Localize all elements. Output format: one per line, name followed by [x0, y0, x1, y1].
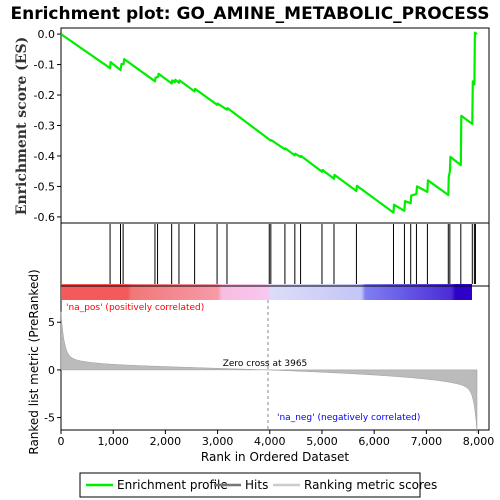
rank-y-tick-label: 5 [48, 316, 55, 329]
x-tick-label: 5,000 [306, 435, 338, 448]
es-y-tick-label: -0.6 [34, 211, 55, 224]
rank-y-tick-label: -5 [44, 412, 55, 425]
ranking-y-axis-title: Ranked list metric (PreRanked) [27, 269, 41, 454]
chart-title: Enrichment plot: GO_AMINE_METABOLIC_PROC… [11, 4, 490, 24]
rank-y-tick-label: 0 [48, 364, 55, 377]
es-y-tick-label: -0.1 [34, 59, 55, 72]
es-y-ticks: 0.0 -0.1 -0.2 -0.3 -0.4 -0.5 -0.6 [34, 28, 61, 224]
x-tick-label: 6,000 [358, 435, 390, 448]
zero-cross-label: Zero cross at 3965 [223, 359, 308, 369]
pos-correlated-label: 'na_pos' (positively correlated) [66, 303, 204, 313]
legend-enrichment-label: Enrichment profile [117, 478, 228, 492]
x-tick-label: 1,000 [97, 435, 129, 448]
x-axis-title: Rank in Ordered Dataset [201, 450, 349, 464]
x-tick-label: 0 [58, 435, 65, 448]
es-y-tick-label: -0.5 [34, 180, 55, 193]
x-tick-label: 4,000 [254, 435, 286, 448]
es-y-tick-label: -0.3 [34, 120, 55, 133]
neg-correlated-label: 'na_neg' (negatively correlated) [277, 413, 420, 423]
x-tick-label: 8,000 [463, 435, 495, 448]
x-tick-label: 3,000 [202, 435, 234, 448]
rank-y-ticks: 5 0 -5 [44, 316, 61, 424]
es-y-tick-label: -0.4 [34, 150, 55, 163]
es-y-axis-title: Enrichment score (ES) [14, 37, 30, 215]
legend-ranking-label: Ranking metric scores [304, 478, 437, 492]
legend-hits-label: Hits [245, 478, 268, 492]
x-axis-ticks: 0 1,000 2,000 3,000 4,000 5,000 6,000 7,000 8,00… [58, 430, 495, 448]
hits-panel-frame [61, 223, 489, 286]
es-y-tick-label: 0.0 [38, 28, 56, 41]
x-tick-label: 2,000 [150, 435, 182, 448]
es-y-tick-label: -0.2 [34, 89, 55, 102]
x-tick-label: 7,000 [411, 435, 443, 448]
es-panel-frame [61, 28, 489, 223]
